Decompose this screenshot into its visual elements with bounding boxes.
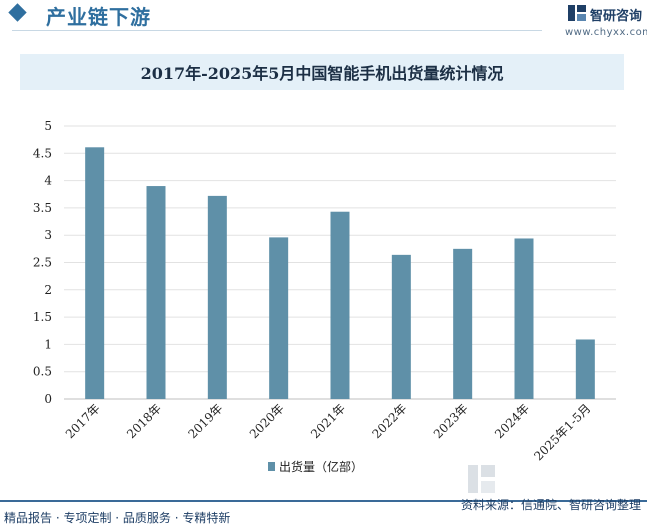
x-tick-label: 2025年1-5月 bbox=[531, 401, 593, 463]
bar bbox=[453, 248, 473, 399]
legend-label: 出货量（亿部） bbox=[279, 460, 364, 474]
x-tick-label: 2023年 bbox=[431, 401, 471, 441]
y-tick-label: 0 bbox=[44, 392, 52, 406]
header-divider bbox=[12, 30, 542, 31]
footer-tagline: 精品报告 · 专项定制 · 品质服务 · 专精特新 bbox=[4, 511, 231, 525]
bar bbox=[391, 254, 411, 399]
brand-url: www.chyxx.com bbox=[565, 27, 647, 38]
y-tick-label: 4.5 bbox=[33, 146, 52, 160]
y-tick-label: 2.5 bbox=[33, 256, 52, 270]
brand-name: 智研咨询 bbox=[590, 9, 643, 24]
x-tick-label: 2021年 bbox=[308, 401, 348, 441]
footer-divider bbox=[0, 500, 647, 502]
legend-swatch bbox=[268, 462, 275, 471]
legend: 出货量（亿部） bbox=[268, 458, 363, 475]
y-tick-label: 3 bbox=[44, 228, 52, 242]
watermark-logo-icon bbox=[468, 465, 495, 493]
y-tick-label: 2 bbox=[44, 283, 52, 297]
y-tick-label: 1.5 bbox=[33, 310, 52, 324]
bar bbox=[146, 186, 166, 399]
x-tick-label: 2024年 bbox=[492, 401, 532, 441]
x-tick-label: 2020年 bbox=[247, 401, 287, 441]
footer-source: 资料来源：信通院、智研咨询整理 bbox=[460, 498, 641, 512]
y-tick-label: 3.5 bbox=[33, 201, 52, 215]
bar bbox=[514, 238, 534, 399]
bar bbox=[207, 195, 227, 399]
x-tick-label: 2017年 bbox=[63, 401, 103, 441]
y-tick-label: 4 bbox=[44, 174, 52, 188]
x-tick-label: 2022年 bbox=[369, 401, 409, 441]
y-tick-label: 5 bbox=[44, 119, 52, 133]
chart-title-box: 2017年-2025年5月中国智能手机出货量统计情况 bbox=[20, 54, 624, 90]
header: 产业链下游 智研咨询 www.chyxx.com bbox=[0, 0, 647, 46]
bar bbox=[269, 237, 289, 399]
y-tick-label: 1 bbox=[44, 337, 52, 351]
bar bbox=[330, 211, 350, 399]
x-tick-label: 2019年 bbox=[185, 401, 225, 441]
y-tick-label: 0.5 bbox=[33, 365, 52, 379]
bar bbox=[575, 339, 595, 399]
brand-logo-icon bbox=[568, 5, 586, 21]
bar bbox=[85, 147, 105, 399]
x-tick-label: 2018年 bbox=[124, 401, 164, 441]
chart-title: 2017年-2025年5月中国智能手机出货量统计情况 bbox=[140, 64, 504, 83]
section-title: 产业链下游 bbox=[46, 5, 151, 29]
